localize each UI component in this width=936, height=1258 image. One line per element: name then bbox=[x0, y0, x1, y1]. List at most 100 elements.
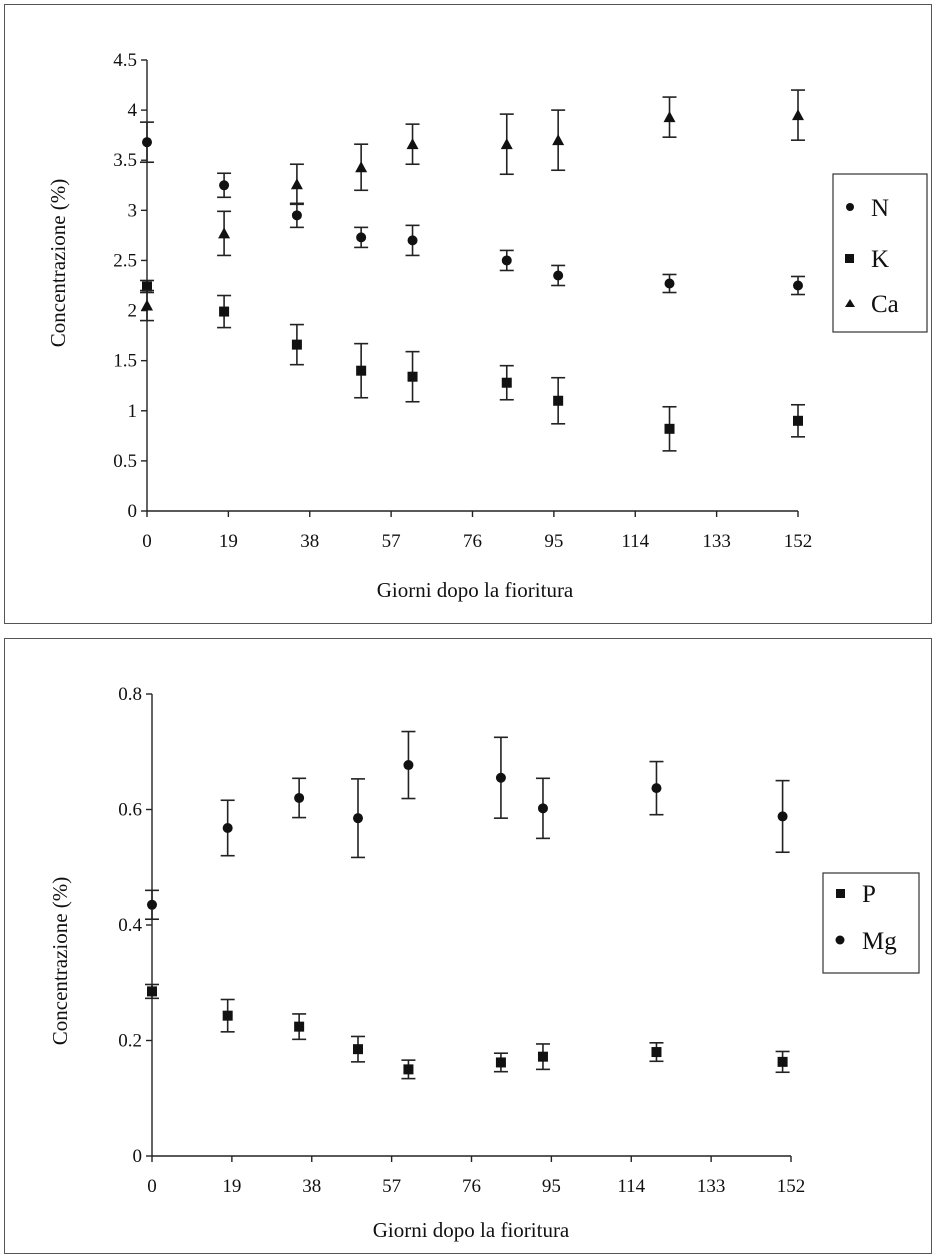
chart2-x-tick-label: 76 bbox=[462, 1176, 481, 1197]
chart2-y-tick-label: 0.6 bbox=[118, 800, 142, 821]
chart1-x-tick-label: 38 bbox=[300, 531, 319, 552]
data-point-N bbox=[793, 280, 803, 291]
chart1-series-N bbox=[140, 121, 805, 296]
data-point-Ca bbox=[406, 138, 419, 150]
data-point-Mg bbox=[294, 792, 305, 803]
chart2-x-tick-label: 95 bbox=[542, 1176, 561, 1197]
data-point-Ca bbox=[663, 111, 676, 123]
chart1-y-tick-label: 3 bbox=[128, 200, 138, 221]
chart2-x-tick-label: 19 bbox=[222, 1176, 241, 1197]
chart2-y-tick-label: 0.8 bbox=[118, 684, 142, 705]
data-point-Mg bbox=[352, 813, 363, 824]
chart1-x-tick-label: 133 bbox=[702, 531, 731, 552]
chart1-series-Ca bbox=[140, 89, 805, 322]
data-point-Ca bbox=[141, 299, 153, 311]
chart1-y-tick-label: 4.5 bbox=[113, 50, 137, 71]
data-point-P bbox=[403, 1064, 414, 1075]
data-point-K bbox=[356, 365, 367, 376]
data-point-Mg bbox=[403, 760, 414, 771]
legend-Ca-marker bbox=[845, 299, 855, 307]
legend-Ca-label: Ca bbox=[871, 291, 899, 318]
chart2-x-tick-label: 0 bbox=[147, 1176, 157, 1197]
chart-panel-bottom: Concentrazione (%) Giorni dopo la fiorit… bbox=[4, 638, 932, 1254]
chart1-x-tick-label: 114 bbox=[621, 531, 649, 552]
data-point-N bbox=[219, 180, 230, 191]
chart2-x-tick-label: 57 bbox=[382, 1176, 401, 1197]
chart1-x-tick-label: 76 bbox=[463, 531, 482, 552]
data-point-Ca bbox=[500, 138, 513, 150]
chart1-y-tick-label: 0.5 bbox=[113, 451, 137, 472]
chart2-y-tick-label: 0.4 bbox=[118, 915, 142, 936]
data-point-N bbox=[553, 270, 564, 281]
chart-top-svg: Concentrazione (%) Giorni dopo la fiorit… bbox=[46, 50, 928, 602]
chart1-x-tick-label: 152 bbox=[784, 531, 813, 552]
data-point-N bbox=[291, 210, 302, 221]
chart-bottom-svg: Concentrazione (%) Giorni dopo la fiorit… bbox=[48, 684, 920, 1242]
chart-top-ylabel: Concentrazione (%) bbox=[46, 179, 70, 348]
data-point-K bbox=[793, 415, 803, 426]
data-point-K bbox=[219, 306, 230, 317]
chart1-x-tick-label: 19 bbox=[219, 531, 238, 552]
data-point-P bbox=[651, 1047, 662, 1058]
data-point-Ca bbox=[552, 134, 565, 146]
chart-top-xlabel: Giorni dopo la fioritura bbox=[377, 578, 574, 602]
data-point-P bbox=[222, 1010, 233, 1021]
chart2-series-P bbox=[145, 983, 790, 1080]
data-point-Mg bbox=[222, 822, 233, 833]
data-point-K bbox=[664, 423, 675, 434]
data-point-K bbox=[142, 281, 152, 292]
data-point-P bbox=[495, 1057, 506, 1068]
legend-K-label: K bbox=[871, 246, 889, 273]
chart1-series-K bbox=[140, 279, 805, 452]
chart2-x-tick-label: 38 bbox=[302, 1176, 321, 1197]
data-point-K bbox=[501, 377, 512, 388]
data-point-Mg bbox=[777, 811, 788, 822]
data-point-N bbox=[407, 235, 418, 246]
chart1-y-tick-label: 0 bbox=[128, 501, 138, 522]
chart2-x-tick-label: 114 bbox=[617, 1176, 645, 1197]
data-point-Ca bbox=[218, 227, 231, 239]
data-point-Mg bbox=[147, 899, 157, 910]
legend-N-marker bbox=[846, 203, 854, 211]
data-point-P bbox=[777, 1056, 788, 1067]
data-point-N bbox=[664, 278, 675, 289]
chart2-series-Mg bbox=[145, 730, 790, 921]
chart1-y-tick-label: 2.5 bbox=[113, 250, 137, 271]
chart1-x-tick-label: 0 bbox=[142, 531, 152, 552]
chart-bottom-legend: P Mg bbox=[822, 872, 920, 974]
data-point-Ca bbox=[792, 109, 804, 121]
legend-P-label: P bbox=[862, 881, 876, 908]
chart-bottom-legend-box bbox=[822, 872, 920, 974]
chart1-y-tick-label: 3.5 bbox=[113, 150, 137, 171]
chart2-y-tick-label: 0 bbox=[133, 1146, 143, 1167]
data-point-K bbox=[407, 371, 418, 382]
chart2-x-tick-label: 133 bbox=[697, 1176, 726, 1197]
legend-P-marker bbox=[836, 889, 845, 898]
data-point-K bbox=[553, 395, 564, 406]
chart1-y-tick-label: 2 bbox=[128, 301, 138, 322]
data-point-K bbox=[291, 339, 302, 350]
data-point-Mg bbox=[537, 803, 548, 814]
data-point-N bbox=[356, 232, 367, 243]
data-point-P bbox=[352, 1044, 363, 1055]
chart1-y-tick-label: 1 bbox=[128, 401, 138, 422]
chart2-x-tick-label: 152 bbox=[777, 1176, 806, 1197]
legend-N-label: N bbox=[871, 195, 889, 222]
data-point-Ca bbox=[355, 161, 368, 173]
data-point-Ca bbox=[290, 178, 303, 190]
chart-panel-top: Concentrazione (%) Giorni dopo la fiorit… bbox=[4, 4, 932, 624]
chart1-x-tick-label: 57 bbox=[382, 531, 401, 552]
data-point-Mg bbox=[651, 783, 662, 794]
legend-Mg-label: Mg bbox=[862, 928, 897, 955]
chart1-x-tick-label: 95 bbox=[544, 531, 563, 552]
chart2-y-tick-label: 0.2 bbox=[118, 1031, 142, 1052]
data-point-N bbox=[142, 137, 152, 148]
chart-top-legend: N K Ca bbox=[832, 173, 928, 333]
data-point-N bbox=[501, 255, 512, 266]
data-point-Mg bbox=[495, 772, 506, 783]
chart1-y-tick-label: 1.5 bbox=[113, 351, 137, 372]
data-point-P bbox=[294, 1021, 305, 1032]
legend-K-marker bbox=[845, 254, 854, 263]
legend-Mg-marker bbox=[835, 935, 845, 945]
data-point-P bbox=[147, 986, 157, 997]
